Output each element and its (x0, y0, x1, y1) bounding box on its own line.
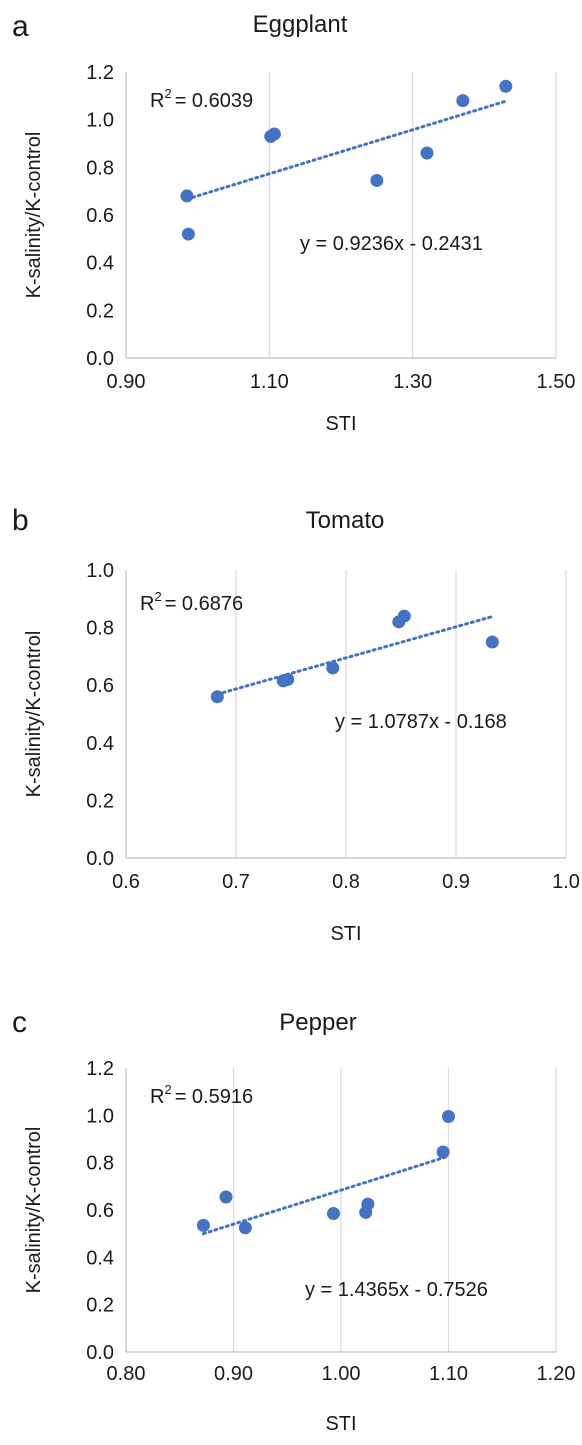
r-squared-label: R2 = 0.6876 (140, 589, 243, 615)
y-tick-label: 1.0 (86, 110, 114, 132)
panel-letter: a (12, 10, 29, 43)
r-squared-label: R2 = 0.5916 (150, 1082, 253, 1108)
data-point (361, 1197, 375, 1211)
x-axis-label: STI (325, 1413, 356, 1435)
x-tick-label: 0.90 (214, 1363, 253, 1385)
data-point (436, 1145, 450, 1159)
data-point (238, 1221, 252, 1235)
data-point (210, 690, 224, 704)
y-tick-label: 0.8 (86, 618, 114, 640)
regression-equation: y = 1.0787x - 0.168 (335, 711, 507, 733)
r-squared-symbol: R (150, 90, 164, 112)
r-squared-symbol: R (150, 1086, 164, 1108)
x-tick-label: 0.9 (442, 871, 470, 893)
x-tick-label: 0.80 (107, 1363, 146, 1385)
r-squared-exponent: 2 (164, 1082, 171, 1097)
x-tick-label: 1.0 (552, 871, 580, 893)
y-tick-label: 0.2 (86, 790, 114, 812)
x-axis-label: STI (330, 923, 361, 945)
y-tick-label: 0.4 (86, 253, 114, 275)
trendline (215, 615, 494, 696)
data-point (499, 79, 513, 93)
trendline (201, 1154, 450, 1236)
chart-panel-c: c Pepper 0.80 0.90 1.00 1.10 1.20 0.0 0.2 0.4 0.6 0… (12, 1006, 575, 1435)
x-tick-label: 0.90 (107, 371, 146, 393)
data-point (370, 173, 384, 187)
data-point (420, 146, 434, 160)
chart-title: Eggplant (253, 11, 348, 38)
y-tick-label: 0.0 (86, 1342, 114, 1364)
chart-title: Pepper (279, 1009, 356, 1036)
x-tick-label: 1.00 (322, 1363, 361, 1385)
chart-panel-b: b Tomato 0.6 0.7 0.8 0.9 1.0 0.0 0.2 0.4 0.6 0.8 1.0… (12, 504, 580, 945)
r-squared-value: = 0.6039 (175, 90, 253, 112)
data-point (397, 609, 411, 623)
y-tick-label: 0.2 (86, 1295, 114, 1317)
y-tick-label: 0.8 (86, 1153, 114, 1175)
y-axis-label: K-salinity/K-control (23, 1127, 45, 1294)
chart-title: Tomato (306, 507, 385, 534)
data-point (456, 94, 470, 108)
y-tick-label: 0.6 (86, 1200, 114, 1222)
y-tick-label: 0.8 (86, 157, 114, 179)
data-point (485, 635, 499, 649)
y-tick-label: 1.0 (86, 1105, 114, 1127)
data-point (267, 127, 281, 141)
x-tick-label: 1.30 (393, 371, 432, 393)
panel-letter: b (12, 504, 29, 537)
data-point (326, 1207, 340, 1221)
r-squared-symbol: R (140, 593, 154, 615)
x-tick-label: 0.8 (332, 871, 360, 893)
r-squared-value: = 0.6876 (165, 593, 243, 615)
r-squared-value: = 0.5916 (175, 1086, 253, 1108)
x-tick-label: 0.7 (222, 871, 250, 893)
data-point (196, 1218, 210, 1232)
panel-letter: c (12, 1006, 27, 1039)
y-tick-label: 0.2 (86, 300, 114, 322)
x-tick-label: 1.50 (537, 371, 576, 393)
data-point (219, 1190, 233, 1204)
r-squared-exponent: 2 (154, 589, 161, 604)
y-tick-label: 1.0 (86, 560, 114, 582)
data-point (181, 227, 195, 241)
x-tick-label: 1.10 (429, 1363, 468, 1385)
data-point (180, 189, 194, 203)
regression-equation: y = 0.9236x - 0.2431 (300, 233, 483, 255)
y-tick-label: 0.0 (86, 848, 114, 870)
r-squared-exponent: 2 (164, 86, 171, 101)
data-point (326, 661, 340, 675)
chart-panel-a: a Eggplant 0.90 1.10 1.30 1.50 0.0 0.2 0.4 0.6 0.8… (12, 10, 575, 435)
y-axis-label: K-salinity/K-control (23, 631, 45, 798)
data-point (281, 672, 295, 686)
y-tick-label: 0.0 (86, 348, 114, 370)
x-tick-label: 0.6 (112, 871, 140, 893)
y-tick-label: 1.2 (86, 1058, 114, 1080)
data-point (442, 1110, 455, 1124)
r-squared-label: R2 = 0.6039 (150, 86, 253, 112)
trendline (185, 99, 508, 201)
y-tick-label: 0.4 (86, 733, 114, 755)
regression-equation: y = 1.4365x - 0.7526 (305, 1279, 488, 1301)
x-axis-label: STI (325, 413, 356, 435)
y-axis-label: K-salinity/K-control (23, 132, 45, 299)
x-tick-label: 1.20 (537, 1363, 576, 1385)
x-tick-label: 1.10 (250, 371, 289, 393)
y-tick-label: 0.6 (86, 205, 114, 227)
y-tick-label: 0.4 (86, 1247, 114, 1269)
y-tick-label: 0.6 (86, 675, 114, 697)
y-tick-label: 1.2 (86, 62, 114, 84)
